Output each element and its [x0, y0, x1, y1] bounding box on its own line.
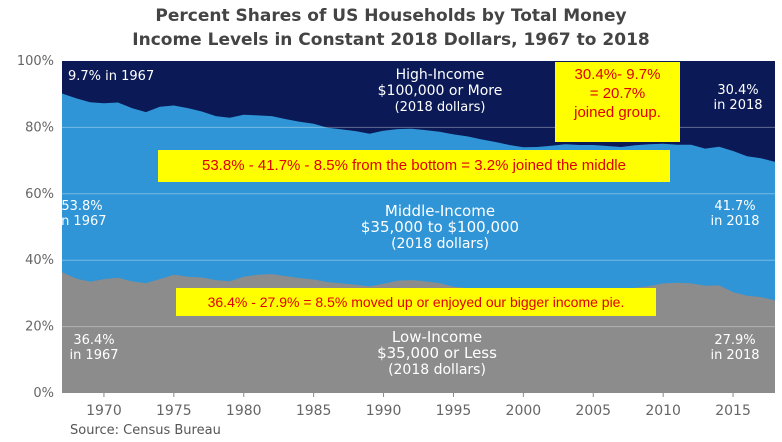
middle-income-units: (2018 dollars)	[391, 236, 489, 252]
high-income-1967-label: 9.7% in 1967	[68, 69, 154, 84]
high-income-title: High-Income	[396, 67, 485, 83]
x-tick-label: 1970	[86, 403, 122, 419]
middle-income-1967-label: in 1967	[57, 214, 106, 229]
chart-title: Percent Shares of US Households by Total…	[0, 4, 782, 52]
low-income-range: $35,000 or Less	[377, 344, 497, 362]
chart-title-line-1: Percent Shares of US Households by Total…	[155, 6, 627, 26]
high-income-2018-value: 30.4%	[717, 83, 758, 98]
high-income-units: (2018 dollars)	[395, 100, 486, 115]
low-income-units: (2018 dollars)	[388, 362, 486, 378]
low-income-title: Low-Income	[392, 328, 482, 346]
y-tick-label: 40%	[25, 253, 54, 268]
low-income-1967-label: in 1967	[69, 348, 118, 363]
callout-high-income-change: 30.4%- 9.7% = 20.7% joined group.	[555, 62, 680, 142]
y-tick-label: 60%	[25, 187, 54, 202]
x-tick-label: 2010	[645, 403, 681, 419]
callout-top-line-2: = 20.7%	[589, 85, 646, 102]
callout-top-line-1: 30.4%- 9.7%	[574, 66, 661, 83]
middle-income-2018-value: 41.7%	[714, 199, 755, 214]
low-income-2018-label: in 2018	[710, 348, 759, 363]
callout-middle-income-change: 53.8% - 41.7% - 8.5% from the bottom = 3…	[158, 150, 670, 182]
middle-income-range: $35,000 to $100,000	[361, 218, 519, 236]
x-tick-label: 1985	[296, 403, 332, 419]
high-income-range: $100,000 or More	[378, 83, 503, 99]
low-income-1967-value: 36.4%	[73, 333, 114, 348]
x-tick-label: 1980	[226, 403, 262, 419]
x-tick-label: 1995	[436, 403, 472, 419]
middle-income-2018-label: in 2018	[710, 214, 759, 229]
x-tick-label: 1975	[156, 403, 192, 419]
middle-income-title: Middle-Income	[385, 202, 495, 220]
callout-top-line-3: joined group.	[574, 104, 661, 121]
source-note: Source: Census Bureau	[70, 423, 221, 438]
x-tick-label: 2015	[715, 403, 751, 419]
y-tick-label: 0%	[33, 386, 54, 401]
chart-title-line-2: Income Levels in Constant 2018 Dollars, …	[132, 30, 650, 50]
callout-low-income-change: 36.4% - 27.9% = 8.5% moved up or enjoyed…	[176, 288, 656, 316]
x-tick-label: 2000	[506, 403, 542, 419]
middle-income-1967-value: 53.8%	[61, 199, 102, 214]
y-tick-label: 100%	[17, 54, 54, 69]
high-income-2018-label: in 2018	[713, 98, 762, 113]
low-income-2018-value: 27.9%	[714, 333, 755, 348]
y-tick-label: 80%	[25, 120, 54, 135]
x-tick-label: 1990	[366, 403, 402, 419]
x-tick-label: 2005	[575, 403, 611, 419]
y-tick-label: 20%	[25, 320, 54, 335]
